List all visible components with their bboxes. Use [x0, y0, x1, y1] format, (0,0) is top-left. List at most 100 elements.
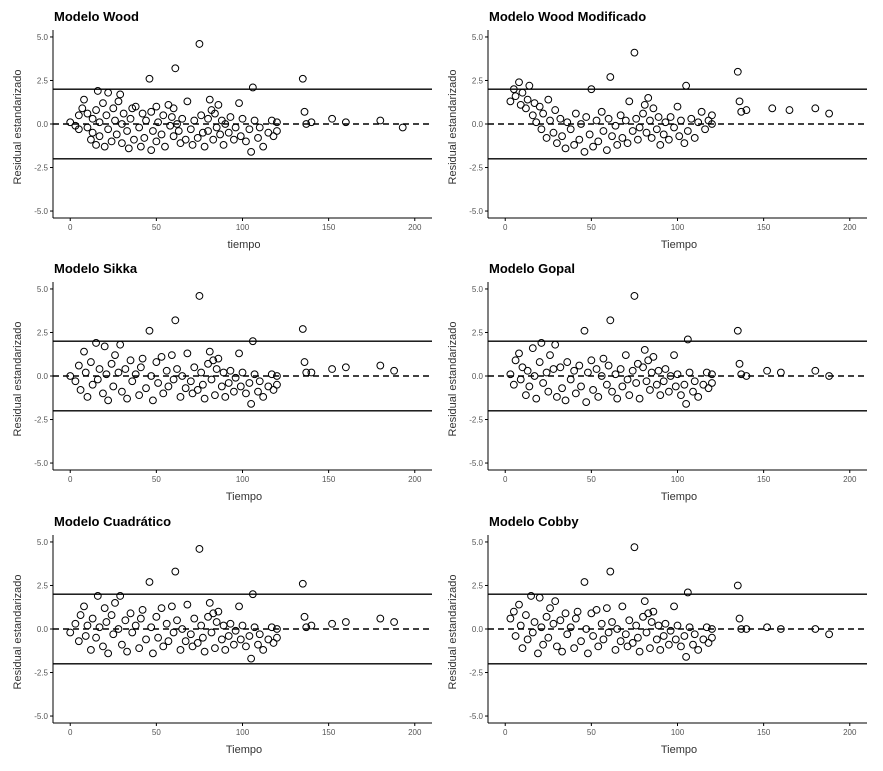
data-point: [207, 375, 216, 384]
data-point: [640, 345, 649, 354]
y-tick-label: -5.0: [34, 712, 48, 721]
data-point: [811, 366, 820, 375]
data-point: [639, 363, 647, 372]
data-point: [670, 351, 678, 360]
data-point: [74, 361, 83, 370]
data-point: [88, 614, 97, 623]
data-point: [528, 344, 537, 353]
data-point: [535, 102, 544, 111]
data-point: [682, 652, 691, 661]
data-point: [95, 623, 104, 632]
data-point: [255, 377, 264, 386]
data-point: [183, 97, 192, 106]
data-point: [733, 581, 742, 590]
data-point: [628, 366, 637, 375]
data-point: [785, 106, 794, 114]
data-point: [142, 384, 150, 393]
data-point: [152, 358, 161, 366]
data-point: [154, 118, 162, 127]
data-point: [188, 389, 197, 398]
data-point: [235, 349, 243, 358]
data-point: [204, 612, 212, 621]
data-point: [632, 379, 641, 387]
y-tick-label: -5.0: [34, 459, 48, 468]
data-point: [126, 609, 135, 618]
data-point: [630, 292, 639, 300]
data-point: [242, 389, 250, 398]
data-point: [162, 366, 171, 375]
data-point: [229, 640, 238, 649]
x-tick-label: 0: [503, 728, 508, 737]
data-point: [135, 123, 144, 132]
data-point: [88, 380, 97, 389]
data-point: [123, 647, 131, 656]
data-point: [193, 134, 202, 142]
data-point: [530, 618, 539, 626]
data-point: [195, 292, 204, 300]
data-point: [633, 135, 642, 144]
x-tick-label: 100: [671, 728, 685, 737]
data-point: [254, 640, 262, 649]
data-point: [585, 130, 594, 139]
data-point: [74, 111, 83, 120]
y-tick-label: 5.0: [472, 33, 484, 42]
data-point: [666, 113, 675, 121]
data-point: [682, 399, 691, 408]
data-point: [584, 649, 592, 658]
data-point: [247, 147, 256, 156]
data-point: [735, 97, 744, 106]
data-point: [273, 380, 281, 389]
data-point: [102, 618, 111, 626]
data-point: [515, 600, 523, 609]
data-point: [118, 387, 126, 396]
data-point: [111, 351, 119, 360]
y-tick-label: 0.0: [472, 372, 484, 381]
data-point: [592, 365, 601, 373]
data-point: [776, 368, 785, 377]
data-point: [509, 380, 518, 389]
data-point: [647, 618, 656, 626]
data-point: [602, 146, 611, 155]
data-point: [87, 358, 95, 366]
data-point: [597, 107, 606, 116]
data-point: [613, 625, 622, 633]
data-point: [506, 370, 515, 379]
data-point: [81, 368, 90, 377]
data-point: [625, 391, 634, 400]
data-point: [236, 382, 245, 391]
data-point: [112, 130, 121, 139]
data-point: [546, 351, 554, 360]
data-point: [642, 628, 651, 637]
x-tick-label: 150: [757, 728, 771, 737]
x-tick-label: 100: [671, 223, 685, 232]
data-point: [200, 394, 209, 403]
data-point: [109, 104, 118, 113]
data-point: [690, 377, 699, 386]
panel-modelo-cuadratico: Modelo Cuadrático Residual estandarizado…: [12, 514, 432, 756]
data-point: [563, 358, 572, 366]
data-point: [104, 649, 113, 658]
data-point: [532, 118, 541, 127]
data-point: [708, 625, 716, 633]
data-point: [245, 632, 254, 640]
data-point: [587, 356, 596, 365]
data-point: [300, 612, 309, 621]
data-point: [205, 347, 214, 356]
data-point: [604, 628, 613, 637]
x-axis-label: Tiempo: [226, 744, 262, 756]
data-point: [152, 102, 161, 111]
data-point: [644, 93, 653, 102]
data-point: [205, 598, 214, 607]
data-point: [152, 137, 161, 146]
data-point: [109, 382, 118, 391]
data-point: [690, 630, 699, 639]
data-point: [341, 118, 350, 127]
data-point: [673, 102, 682, 111]
data-point: [307, 368, 316, 377]
data-point: [242, 642, 250, 651]
data-point: [611, 121, 620, 130]
data-point: [611, 645, 620, 654]
data-point: [654, 113, 663, 121]
data-point: [689, 640, 697, 649]
data-point: [635, 394, 644, 403]
